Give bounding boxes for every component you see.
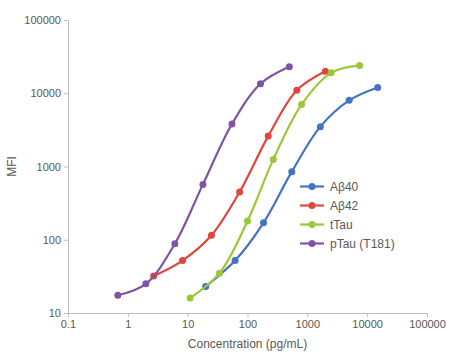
tick-mark: [367, 313, 368, 317]
tick: 100000: [409, 313, 446, 330]
tick: 0.1: [61, 313, 76, 330]
data-point: [179, 257, 186, 264]
tick: 100000: [24, 14, 68, 26]
series-line: [190, 65, 360, 298]
tick: 10: [49, 307, 68, 319]
axis-line: [64, 21, 69, 314]
tick: 100: [239, 313, 257, 330]
data-point: [228, 121, 235, 128]
legend-label: tTau: [330, 218, 353, 232]
tick-label: 100: [239, 318, 257, 330]
tick: 1000: [37, 161, 68, 173]
y-axis-title: MFI: [5, 156, 19, 177]
legend-marker: [309, 240, 316, 247]
tick-mark: [64, 20, 68, 21]
y-axis: 10 100 1000 10000 100000: [24, 14, 68, 319]
tick-label: 10: [182, 318, 194, 330]
tick-label: 1: [125, 318, 131, 330]
tick-label: 10: [49, 307, 61, 319]
tick-mark: [307, 313, 308, 317]
series-line: [118, 67, 290, 295]
data-point: [171, 240, 178, 247]
data-point: [328, 69, 335, 76]
data-point: [346, 97, 353, 104]
tick-label: 100: [43, 234, 61, 246]
tick: 10000: [30, 87, 68, 99]
series-line: [154, 71, 326, 276]
tick-label: 10000: [352, 318, 383, 330]
data-point: [356, 62, 363, 69]
tick: 1000: [296, 313, 320, 330]
data-point: [244, 218, 251, 225]
legend-label: pTau (T181): [330, 237, 395, 251]
tick-mark: [128, 313, 129, 317]
data-point: [187, 295, 194, 302]
series-line: [206, 87, 378, 286]
data-point: [216, 270, 223, 277]
data-point: [236, 188, 243, 195]
data-point: [317, 123, 324, 130]
legend-label: Aβ42: [330, 199, 359, 213]
chart: 0.11101001000100001000001010010001000010…: [0, 0, 450, 360]
legend-marker: [309, 202, 316, 209]
tick-label: 100000: [24, 14, 61, 26]
data-point: [142, 280, 149, 287]
tick-label: 0.1: [61, 318, 76, 330]
x-axis-title: Concentration (pg/mL): [188, 337, 307, 351]
tick-label: 100000: [409, 318, 446, 330]
data-point: [260, 219, 267, 226]
tick-label: 10000: [30, 87, 61, 99]
tick: 10: [182, 313, 194, 330]
legend-marker: [309, 221, 316, 228]
plot-area: [114, 62, 381, 302]
tick-mark: [64, 167, 68, 168]
tick: 100: [43, 234, 68, 246]
legend-label: Aβ40: [330, 180, 359, 194]
tick-label: 1000: [296, 318, 320, 330]
tick: 10000: [352, 313, 383, 330]
data-point: [265, 133, 272, 140]
tick-mark: [248, 313, 249, 317]
tick-mark: [188, 313, 189, 317]
axis-line: [69, 314, 428, 318]
tick-mark: [64, 93, 68, 94]
data-point: [293, 87, 300, 94]
data-point: [114, 292, 121, 299]
data-point: [288, 168, 295, 175]
data-point: [270, 156, 277, 163]
tick-mark: [64, 313, 68, 314]
data-point: [199, 181, 206, 188]
data-point: [298, 101, 305, 108]
data-point: [286, 63, 293, 70]
data-point: [208, 232, 215, 239]
legend-marker: [309, 183, 316, 190]
data-point: [257, 80, 264, 87]
tick-mark: [64, 240, 68, 241]
tick-mark: [427, 313, 428, 317]
x-axis: 0.1 1 10 100 1000 10000 100000: [61, 313, 446, 330]
tick: 1: [125, 313, 131, 330]
data-point: [232, 257, 239, 264]
data-point: [374, 84, 381, 91]
legend: Aβ40 Aβ42 tTau pTau (T181): [300, 180, 395, 251]
tick-label: 1000: [37, 161, 61, 173]
